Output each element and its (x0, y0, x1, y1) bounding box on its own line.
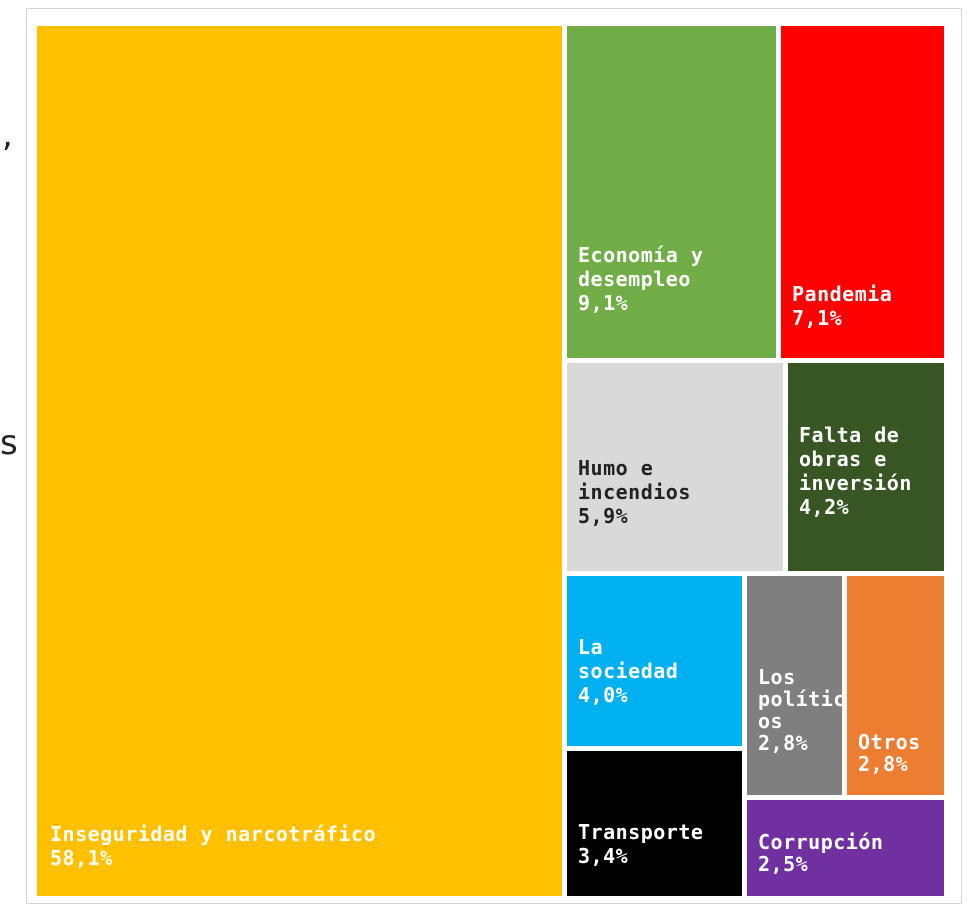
treemap-label: Corrupción 2,5% (758, 830, 883, 876)
treemap-label: Transporte 3,4% (578, 820, 703, 868)
treemap-rect (747, 800, 944, 896)
treemap-label: Falta de obras e inversión 4,2% (799, 423, 912, 519)
treemap-tile: La sociedad 4,0% (567, 576, 742, 746)
treemap-tile: Otros 2,8% (847, 576, 944, 795)
tile-value-label: 4,0% (578, 683, 628, 707)
treemap-label: Pandemia 7,1% (792, 282, 892, 330)
tile-category-label: Pandemia (792, 282, 892, 306)
tile-category-label: Falta de (799, 423, 899, 447)
treemap-label: Otros 2,8% (858, 730, 921, 776)
tile-category-label: Los (758, 665, 796, 689)
tile-category-label: Humo e (578, 456, 653, 480)
treemap-tile: Inseguridad y narcotráfico 58,1% (37, 26, 562, 896)
tile-category-label: Corrupción (758, 830, 883, 854)
tile-value-label: 2,8% (758, 731, 808, 755)
edge-glyph-comma: , (2, 115, 13, 155)
treemap-rect (781, 26, 944, 358)
treemap-label: Economía y desempleo 9,1% (578, 243, 703, 315)
tile-value-label: 2,8% (858, 752, 908, 776)
tile-category-label: Economía y (578, 243, 703, 267)
tile-value-label: 3,4% (578, 844, 628, 868)
treemap-rect (788, 363, 944, 571)
treemap-tile: Humo e incendios 5,9% (567, 363, 783, 571)
tile-category-label: inversión (799, 471, 912, 495)
treemap-rect (567, 26, 776, 358)
tile-category-label: obras e (799, 447, 887, 471)
tile-value-label: 7,1% (792, 306, 842, 330)
tile-value-label: 5,9% (578, 504, 628, 528)
tile-category-label: Transporte (578, 820, 703, 844)
tile-category-label: polític (758, 687, 846, 711)
treemap-label: Inseguridad y narcotráfico 58,1% (50, 822, 376, 870)
tile-category-label: os (758, 709, 783, 733)
tile-value-label: 58,1% (50, 846, 113, 870)
treemap-rect (567, 363, 783, 571)
treemap-rect (37, 26, 562, 896)
tile-category-label: desempleo (578, 267, 691, 291)
tile-category-label: Inseguridad y narcotráfico (50, 822, 376, 846)
treemap-label: La sociedad 4,0% (578, 635, 678, 707)
edge-glyph-s: s (0, 423, 18, 463)
treemap-tile: Transporte 3,4% (567, 751, 742, 896)
tile-category-label: sociedad (578, 659, 678, 683)
treemap-tile: Corrupción 2,5% (747, 800, 944, 896)
treemap-tile: Falta de obras e inversión 4,2% (788, 363, 944, 571)
treemap-rect (847, 576, 944, 795)
treemap-rect (747, 576, 842, 795)
treemap-rect (567, 751, 742, 896)
treemap-label: Humo e incendios 5,9% (578, 456, 691, 528)
tile-category-label: Otros (858, 730, 921, 754)
tile-value-label: 2,5% (758, 852, 808, 876)
treemap-tile: Los polític os 2,8% (747, 576, 846, 795)
treemap-rect (567, 576, 742, 746)
tile-value-label: 9,1% (578, 291, 628, 315)
treemap-label: Los polític os 2,8% (758, 665, 846, 755)
tile-value-label: 4,2% (799, 495, 849, 519)
treemap-tile: Pandemia 7,1% (781, 26, 944, 358)
tile-category-label: La (578, 635, 603, 659)
treemap-tile: Economía y desempleo 9,1% (567, 26, 776, 358)
tile-category-label: incendios (578, 480, 691, 504)
